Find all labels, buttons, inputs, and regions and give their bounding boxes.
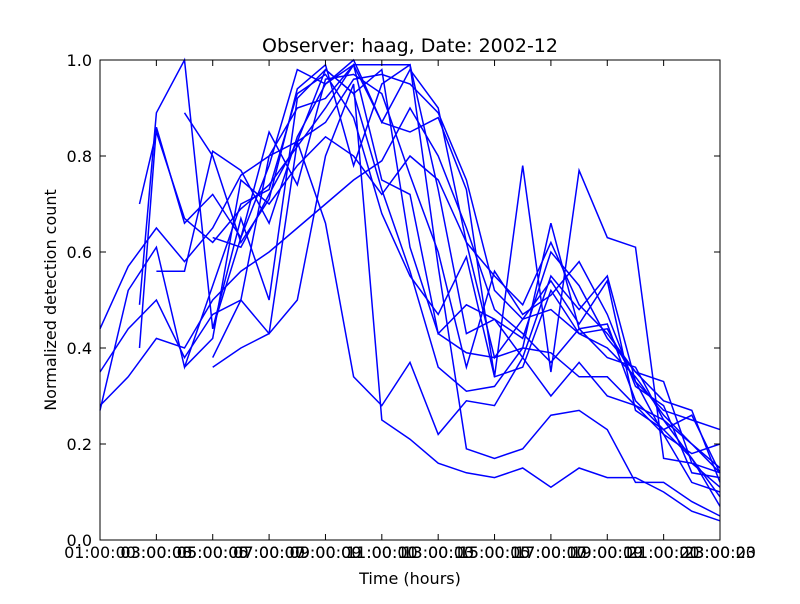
x-tick-label: 07:00:00 bbox=[233, 543, 305, 562]
y-axis-label: Normalized detection count bbox=[41, 189, 60, 411]
series-line-5 bbox=[138, 73, 721, 479]
y-tick-labels: 0.0 0.2 0.4 0.6 0.8 1.0 bbox=[67, 51, 92, 550]
x-tick-label-overlap: 17:00:17 bbox=[515, 543, 587, 562]
series-line-3 bbox=[99, 63, 721, 455]
series-line-6 bbox=[138, 57, 721, 498]
y-tick-label: 0.0 bbox=[67, 531, 92, 550]
x-tick-label: 03:00:00 bbox=[120, 543, 192, 562]
plot-frame bbox=[99, 59, 721, 541]
x-tick-label-overlap: 23:00:23 bbox=[684, 543, 756, 562]
x-tick-label: 23:00:00 bbox=[684, 543, 756, 562]
x-tick-label-overlap: 03:00:03 bbox=[120, 543, 192, 562]
x-tick-label-overlap: 15:00:15 bbox=[459, 543, 531, 562]
x-tick-labels: 01:00:0003:00:0303:00:0005:00:0505:00:00… bbox=[64, 543, 756, 562]
x-tick-label: 17:00:00 bbox=[515, 543, 587, 562]
y-tick-label: 0.2 bbox=[67, 435, 92, 454]
x-tick-label-overlap: 19:00:19 bbox=[571, 543, 643, 562]
x-axis-label: Time (hours) bbox=[358, 569, 461, 588]
x-tick-label: 05:00:00 bbox=[177, 543, 249, 562]
plot-background bbox=[100, 60, 720, 540]
x-tick-label: 21:00:00 bbox=[628, 543, 700, 562]
chart-title: Observer: haag, Date: 2002-12 bbox=[262, 35, 558, 57]
x-tick-label-overlap: 13:00:13 bbox=[402, 543, 474, 562]
x-tick-label-overlap: 11:00:11 bbox=[346, 543, 418, 562]
x-tick-label: 09:00:00 bbox=[290, 543, 362, 562]
x-tick-label: 13:00:00 bbox=[402, 543, 474, 562]
x-tick-label: 01:00:00 bbox=[64, 543, 136, 562]
plot-area bbox=[99, 57, 721, 541]
x-tick-label-overlap: 05:00:05 bbox=[177, 543, 249, 562]
x-tick-label-overlap: 21:00:21 bbox=[628, 543, 700, 562]
series-line-14 bbox=[212, 68, 721, 493]
series-line-13 bbox=[211, 64, 721, 517]
x-tick-label: 11:00:00 bbox=[346, 543, 418, 562]
y-tick-label: 0.8 bbox=[67, 147, 92, 166]
y-tick-label: 0.4 bbox=[67, 339, 92, 358]
series-line-12 bbox=[212, 83, 721, 522]
x-tick-label: 19:00:00 bbox=[571, 543, 643, 562]
x-tick-label: 15:00:00 bbox=[459, 543, 531, 562]
y-tick-label: 0.6 bbox=[67, 243, 92, 262]
series-line-2 bbox=[99, 106, 721, 474]
series-line-10 bbox=[183, 135, 721, 474]
x-tick-label-overlap: 07:00:07 bbox=[233, 543, 305, 562]
series-layer bbox=[99, 57, 721, 522]
y-tick-label: 1.0 bbox=[67, 51, 92, 70]
x-tick-label-overlap: 09:00:09 bbox=[290, 543, 362, 562]
